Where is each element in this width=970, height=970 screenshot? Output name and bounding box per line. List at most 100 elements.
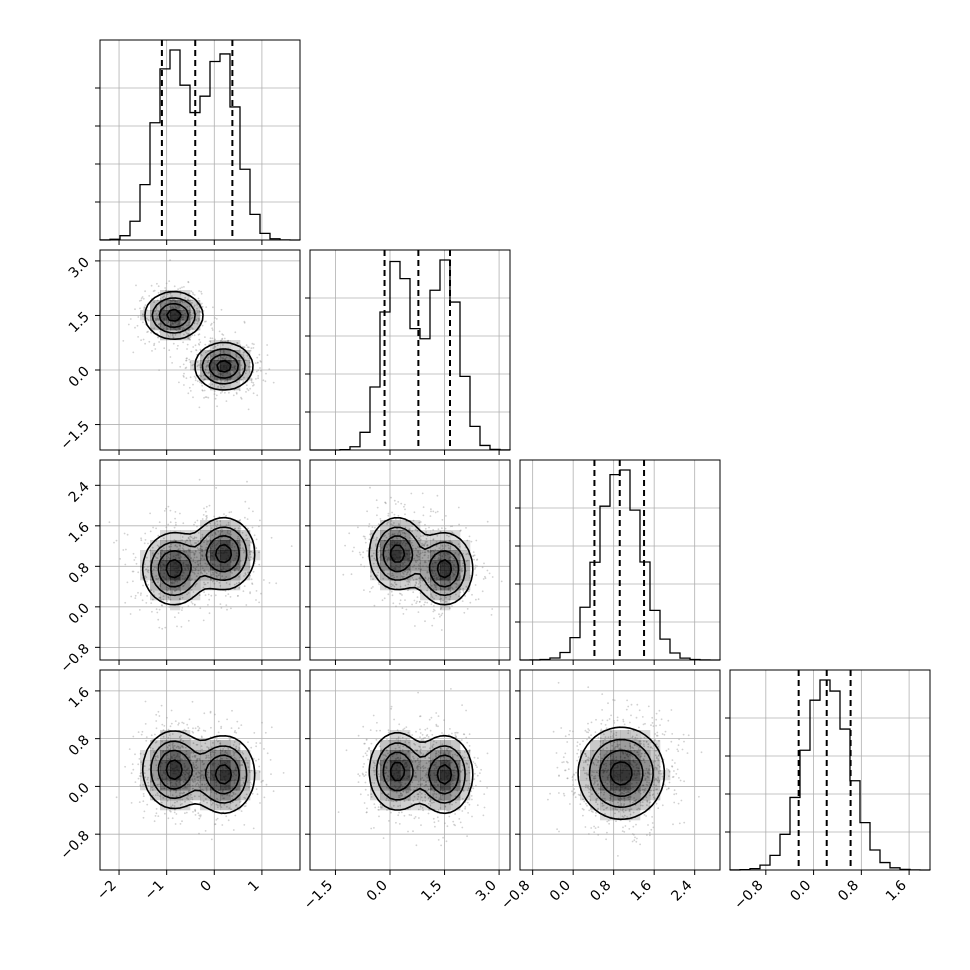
sample-point	[423, 785, 426, 787]
sample-point	[183, 791, 186, 794]
density-cell	[150, 320, 161, 331]
sample-point	[249, 781, 252, 784]
sample-point	[156, 578, 159, 580]
sample-point	[469, 601, 472, 604]
sample-point	[149, 530, 152, 533]
sample-point	[193, 553, 196, 556]
sample-point	[404, 513, 406, 516]
sample-point	[435, 586, 437, 589]
sample-point	[150, 284, 153, 287]
sample-point	[171, 743, 174, 746]
sample-point	[266, 752, 269, 755]
sample-point	[424, 728, 427, 731]
density-cell	[420, 570, 431, 581]
sample-point	[188, 305, 191, 308]
sample-point	[196, 525, 198, 528]
sample-point	[213, 751, 215, 754]
sample-point	[235, 745, 238, 748]
sample-point	[397, 740, 400, 742]
sample-point	[186, 357, 188, 360]
sample-point	[172, 747, 175, 750]
sample-point	[212, 306, 214, 309]
sample-point	[392, 800, 395, 803]
sample-point	[411, 603, 413, 606]
sample-point	[393, 718, 395, 721]
sample-point	[449, 793, 452, 796]
sample-point	[176, 347, 179, 350]
sample-point	[212, 580, 214, 583]
sample-point	[412, 565, 414, 568]
y-tick-label: 3.0	[66, 254, 93, 281]
sample-point	[419, 783, 422, 786]
sample-point	[428, 577, 430, 580]
sample-point	[144, 304, 147, 307]
sample-point	[159, 298, 162, 300]
sample-point	[205, 787, 208, 789]
sample-point	[209, 751, 212, 754]
sample-point	[212, 802, 214, 805]
density-cell	[230, 540, 241, 551]
sample-point	[187, 548, 190, 551]
sample-point	[473, 778, 476, 780]
sample-point	[228, 794, 231, 797]
sample-point	[361, 556, 364, 559]
sample-point	[196, 322, 199, 325]
sample-point	[181, 803, 183, 805]
sample-point	[401, 594, 403, 596]
sample-point	[213, 792, 216, 794]
sample-point	[244, 525, 247, 527]
sample-point	[168, 299, 171, 302]
sample-point	[416, 555, 419, 558]
sample-point	[249, 592, 252, 595]
sample-point	[386, 797, 388, 799]
sample-point	[412, 547, 414, 550]
sample-point	[174, 334, 177, 336]
sample-point	[390, 705, 393, 708]
sample-point	[415, 730, 417, 733]
sample-point	[140, 297, 143, 300]
sample-point	[240, 364, 243, 367]
sample-point	[201, 550, 203, 553]
sample-point	[230, 755, 233, 758]
sample-point	[223, 380, 226, 383]
density-cell	[440, 580, 451, 591]
sample-point	[216, 520, 219, 523]
sample-point	[421, 492, 424, 495]
sample-point	[146, 803, 149, 806]
sample-point	[193, 604, 196, 606]
sample-point	[396, 575, 398, 578]
density-cell	[170, 290, 181, 301]
y-tick-label: 0.0	[66, 364, 93, 391]
density-cell	[190, 750, 201, 761]
sample-point	[255, 547, 258, 550]
sample-point	[179, 292, 182, 295]
sample-point	[216, 804, 219, 807]
sample-point	[463, 756, 466, 759]
sample-point	[421, 579, 424, 582]
sample-point	[468, 535, 471, 538]
sample-point	[439, 747, 442, 750]
sample-point	[431, 733, 434, 736]
sample-point	[419, 732, 422, 734]
sample-point	[477, 757, 479, 759]
sample-point	[421, 799, 424, 802]
density-cell	[180, 730, 191, 741]
sample-point	[345, 749, 348, 752]
sample-point	[480, 768, 482, 771]
sample-point	[414, 559, 417, 562]
sample-point	[193, 334, 196, 337]
sample-point	[397, 533, 399, 535]
sample-point	[247, 557, 250, 560]
sample-point	[423, 554, 426, 557]
density-cell	[180, 560, 191, 571]
sample-point	[425, 773, 427, 775]
sample-point	[449, 540, 452, 543]
sample-point	[207, 581, 209, 584]
sample-point	[174, 801, 176, 804]
sample-point	[467, 552, 469, 555]
sample-point	[185, 729, 187, 732]
sample-point	[359, 793, 362, 796]
sample-point	[435, 725, 438, 727]
sample-point	[200, 292, 203, 295]
sample-point	[234, 527, 236, 530]
